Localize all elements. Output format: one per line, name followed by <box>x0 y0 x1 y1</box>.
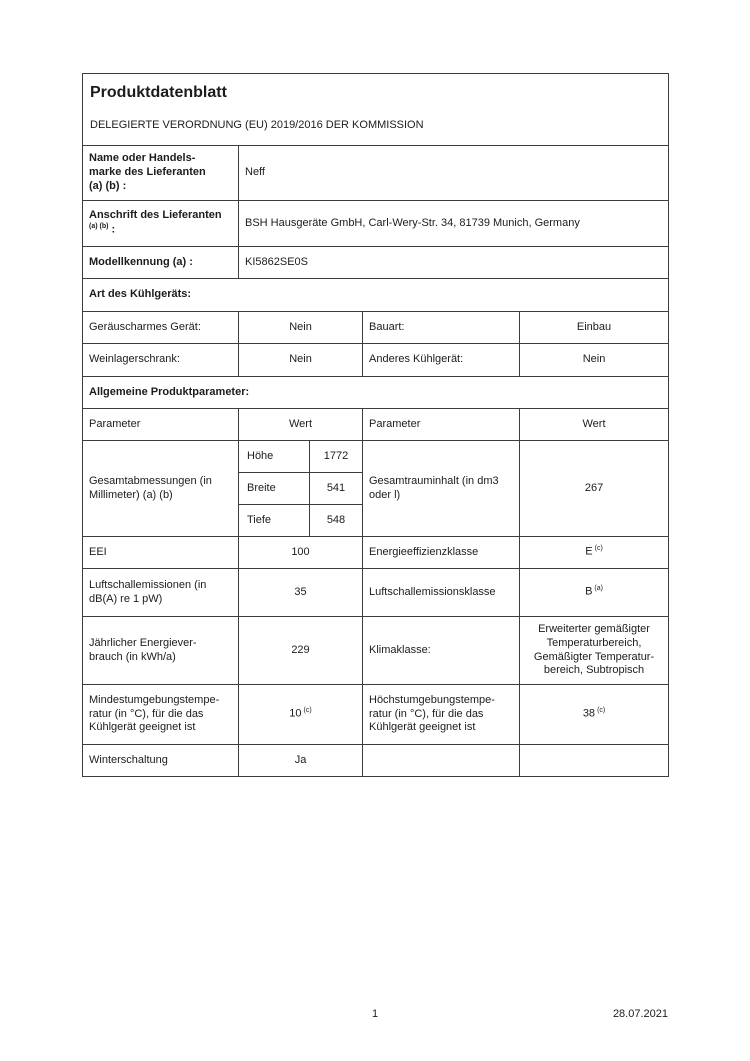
dimension-depth-value: 548 <box>309 504 363 537</box>
supplier-name-label: Name oder Handels- marke des Lieferanten… <box>82 145 239 201</box>
empty-cell <box>362 744 520 777</box>
quiet-appliance-value: Nein <box>238 311 363 344</box>
annual-energy-value: 229 <box>238 616 363 685</box>
section-heading-appliance-type: Art des Kühlgeräts: <box>81 278 670 312</box>
page-title: Produktdatenblatt <box>90 84 227 101</box>
supplier-name-value: Neff <box>237 145 670 201</box>
model-id-value: KI5862SE0S <box>237 246 670 279</box>
supplier-address-label-text: Anschrift des Lieferanten <box>89 209 222 222</box>
dimension-width-value: 541 <box>309 472 363 505</box>
noise-emissions-value: 35 <box>238 568 363 617</box>
datasheet-table: Produktdatenblatt DELEGIERTE VERORDNUNG … <box>81 73 670 777</box>
eei-value: 100 <box>238 536 363 569</box>
quiet-appliance-label: Geräuscharmes Gerät: <box>82 311 239 344</box>
supplier-address-label-footnotes: (a) (b) : <box>89 223 232 237</box>
other-refrigerating-value: Nein <box>518 343 670 377</box>
min-ambient-temp-value: 10 (c) <box>238 684 363 745</box>
min-ambient-temp-footnote: (c) <box>303 707 312 715</box>
empty-cell <box>518 744 670 777</box>
noise-class-label: Luftschallemissionsklasse <box>362 568 520 617</box>
dimension-height-label: Höhe <box>238 440 310 473</box>
title-block: Produktdatenblatt DELEGIERTE VERORDNUNG … <box>81 73 670 146</box>
supplier-address-value: BSH Hausgeräte GmbH, Carl-Wery-Str. 34, … <box>237 200 670 247</box>
annual-energy-label: Jährlicher Energiever- brauch (in kWh/a) <box>82 616 239 685</box>
column-header-parameter-left: Parameter <box>82 408 239 441</box>
max-ambient-temp-label: Höchstumgebungstempe- ratur (in °C), für… <box>362 684 520 745</box>
footnote-marks: (a) (b) <box>89 223 109 231</box>
climate-class-value: Erweiterter gemäßigter Temperaturbereich… <box>518 616 670 685</box>
product-datasheet: Produktdatenblatt DELEGIERTE VERORDNUNG … <box>81 73 670 777</box>
wine-storage-value: Nein <box>238 343 363 377</box>
overall-dimensions-label: Gesamtabmessungen (in Millimeter) (a) (b… <box>82 440 239 537</box>
max-ambient-temp-value: 38 (c) <box>518 684 670 745</box>
winter-setting-label: Winterschaltung <box>82 744 239 777</box>
total-volume-value: 267 <box>518 440 670 537</box>
regulation-subtitle: DELEGIERTE VERORDNUNG (EU) 2019/2016 DER… <box>90 119 424 131</box>
label-colon: : <box>108 223 116 236</box>
column-header-value-right: Wert <box>518 408 670 441</box>
page-number: 1 <box>371 1008 379 1020</box>
design-type-label: Bauart: <box>362 311 520 344</box>
supplier-address-label: Anschrift des Lieferanten (a) (b) : <box>82 200 239 247</box>
dimension-width-label: Breite <box>238 472 310 505</box>
noise-class-value: B (a) <box>518 568 670 617</box>
energy-class-footnote: (c) <box>594 545 603 553</box>
energy-class-label: Energieeffizienzklasse <box>362 536 520 569</box>
wine-storage-label: Weinlagerschrank: <box>82 343 239 377</box>
eei-label: EEI <box>82 536 239 569</box>
dimension-depth-label: Tiefe <box>238 504 310 537</box>
dimension-height-value: 1772 <box>309 440 363 473</box>
design-type-value: Einbau <box>518 311 670 344</box>
document-date: 28.07.2021 <box>612 1008 668 1020</box>
column-header-parameter-right: Parameter <box>362 408 520 441</box>
max-ambient-temp-footnote: (c) <box>597 707 606 715</box>
noise-emissions-label: Luftschallemissionen (in dB(A) re 1 pW) <box>82 568 239 617</box>
total-volume-label: Gesamtrauminhalt (in dm3 oder l) <box>362 440 520 537</box>
winter-setting-value: Ja <box>238 744 363 777</box>
section-heading-general-parameters: Allgemeine Produktparameter: <box>81 376 670 409</box>
column-header-value-left: Wert <box>238 408 363 441</box>
min-ambient-temp-label: Mindestumgebungstempe- ratur (in °C), fü… <box>82 684 239 745</box>
climate-class-label: Klimaklasse: <box>362 616 520 685</box>
energy-class-value: E (c) <box>518 536 670 569</box>
other-refrigerating-label: Anderes Kühlgerät: <box>362 343 520 377</box>
noise-class-footnote: (a) <box>594 585 603 593</box>
model-id-label: Modellkennung (a) : <box>82 246 239 279</box>
